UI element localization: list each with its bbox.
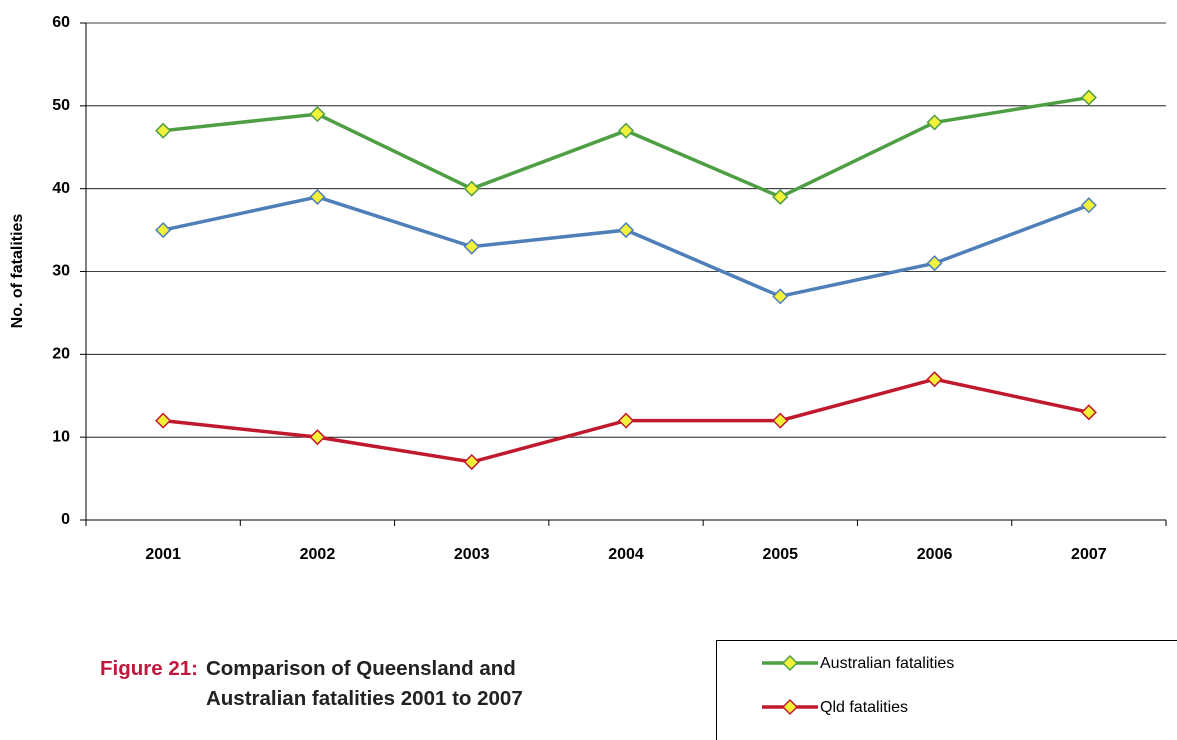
legend-box (716, 640, 1177, 740)
point (926, 371, 943, 388)
point (155, 122, 172, 139)
y-axis-title: No. of fatalities (9, 214, 26, 329)
point (463, 453, 480, 471)
point (309, 188, 326, 206)
y-tick-label: 50 (52, 97, 70, 114)
y-tick-label: 20 (52, 346, 70, 363)
point (772, 288, 789, 305)
x-tick-label: 2005 (762, 546, 798, 563)
point (1080, 404, 1097, 421)
x-tick-label: 2003 (454, 546, 490, 563)
y-tick-label: 60 (52, 14, 70, 31)
x-tick-label: 2001 (145, 546, 181, 563)
point (463, 238, 480, 255)
x-tick-label: 2007 (1071, 546, 1107, 563)
point (926, 255, 943, 272)
legend-marker (781, 654, 799, 672)
x-tick-label: 2002 (300, 546, 336, 563)
point (617, 122, 635, 139)
point (309, 429, 326, 446)
legend-label: Australian fatalities (820, 655, 954, 672)
point (1080, 89, 1097, 106)
figure-caption: Comparison of Queensland and Australian … (205, 657, 523, 710)
series-line (162, 95, 1090, 199)
point (463, 180, 480, 197)
point (1080, 197, 1097, 214)
point (155, 222, 172, 239)
x-tick-label: 2006 (917, 546, 953, 563)
x-tick-label: 2004 (608, 546, 644, 563)
series-line (162, 195, 1090, 299)
point (309, 106, 326, 123)
y-tick-label: 10 (52, 428, 70, 445)
legend-marker (781, 698, 799, 716)
point (926, 114, 943, 131)
caption: Figure 21: Comparison of Queensland and … (100, 654, 551, 714)
figure-label: Figure 21: (100, 657, 198, 680)
point (772, 188, 789, 206)
point (155, 412, 172, 429)
point (617, 412, 635, 429)
point (617, 222, 635, 239)
y-tick-label: 0 (61, 511, 70, 528)
point (772, 412, 789, 429)
y-tick-label: 30 (52, 263, 70, 280)
y-tick-label: 40 (52, 180, 70, 197)
legend-label: Qld fatalities (820, 699, 908, 716)
